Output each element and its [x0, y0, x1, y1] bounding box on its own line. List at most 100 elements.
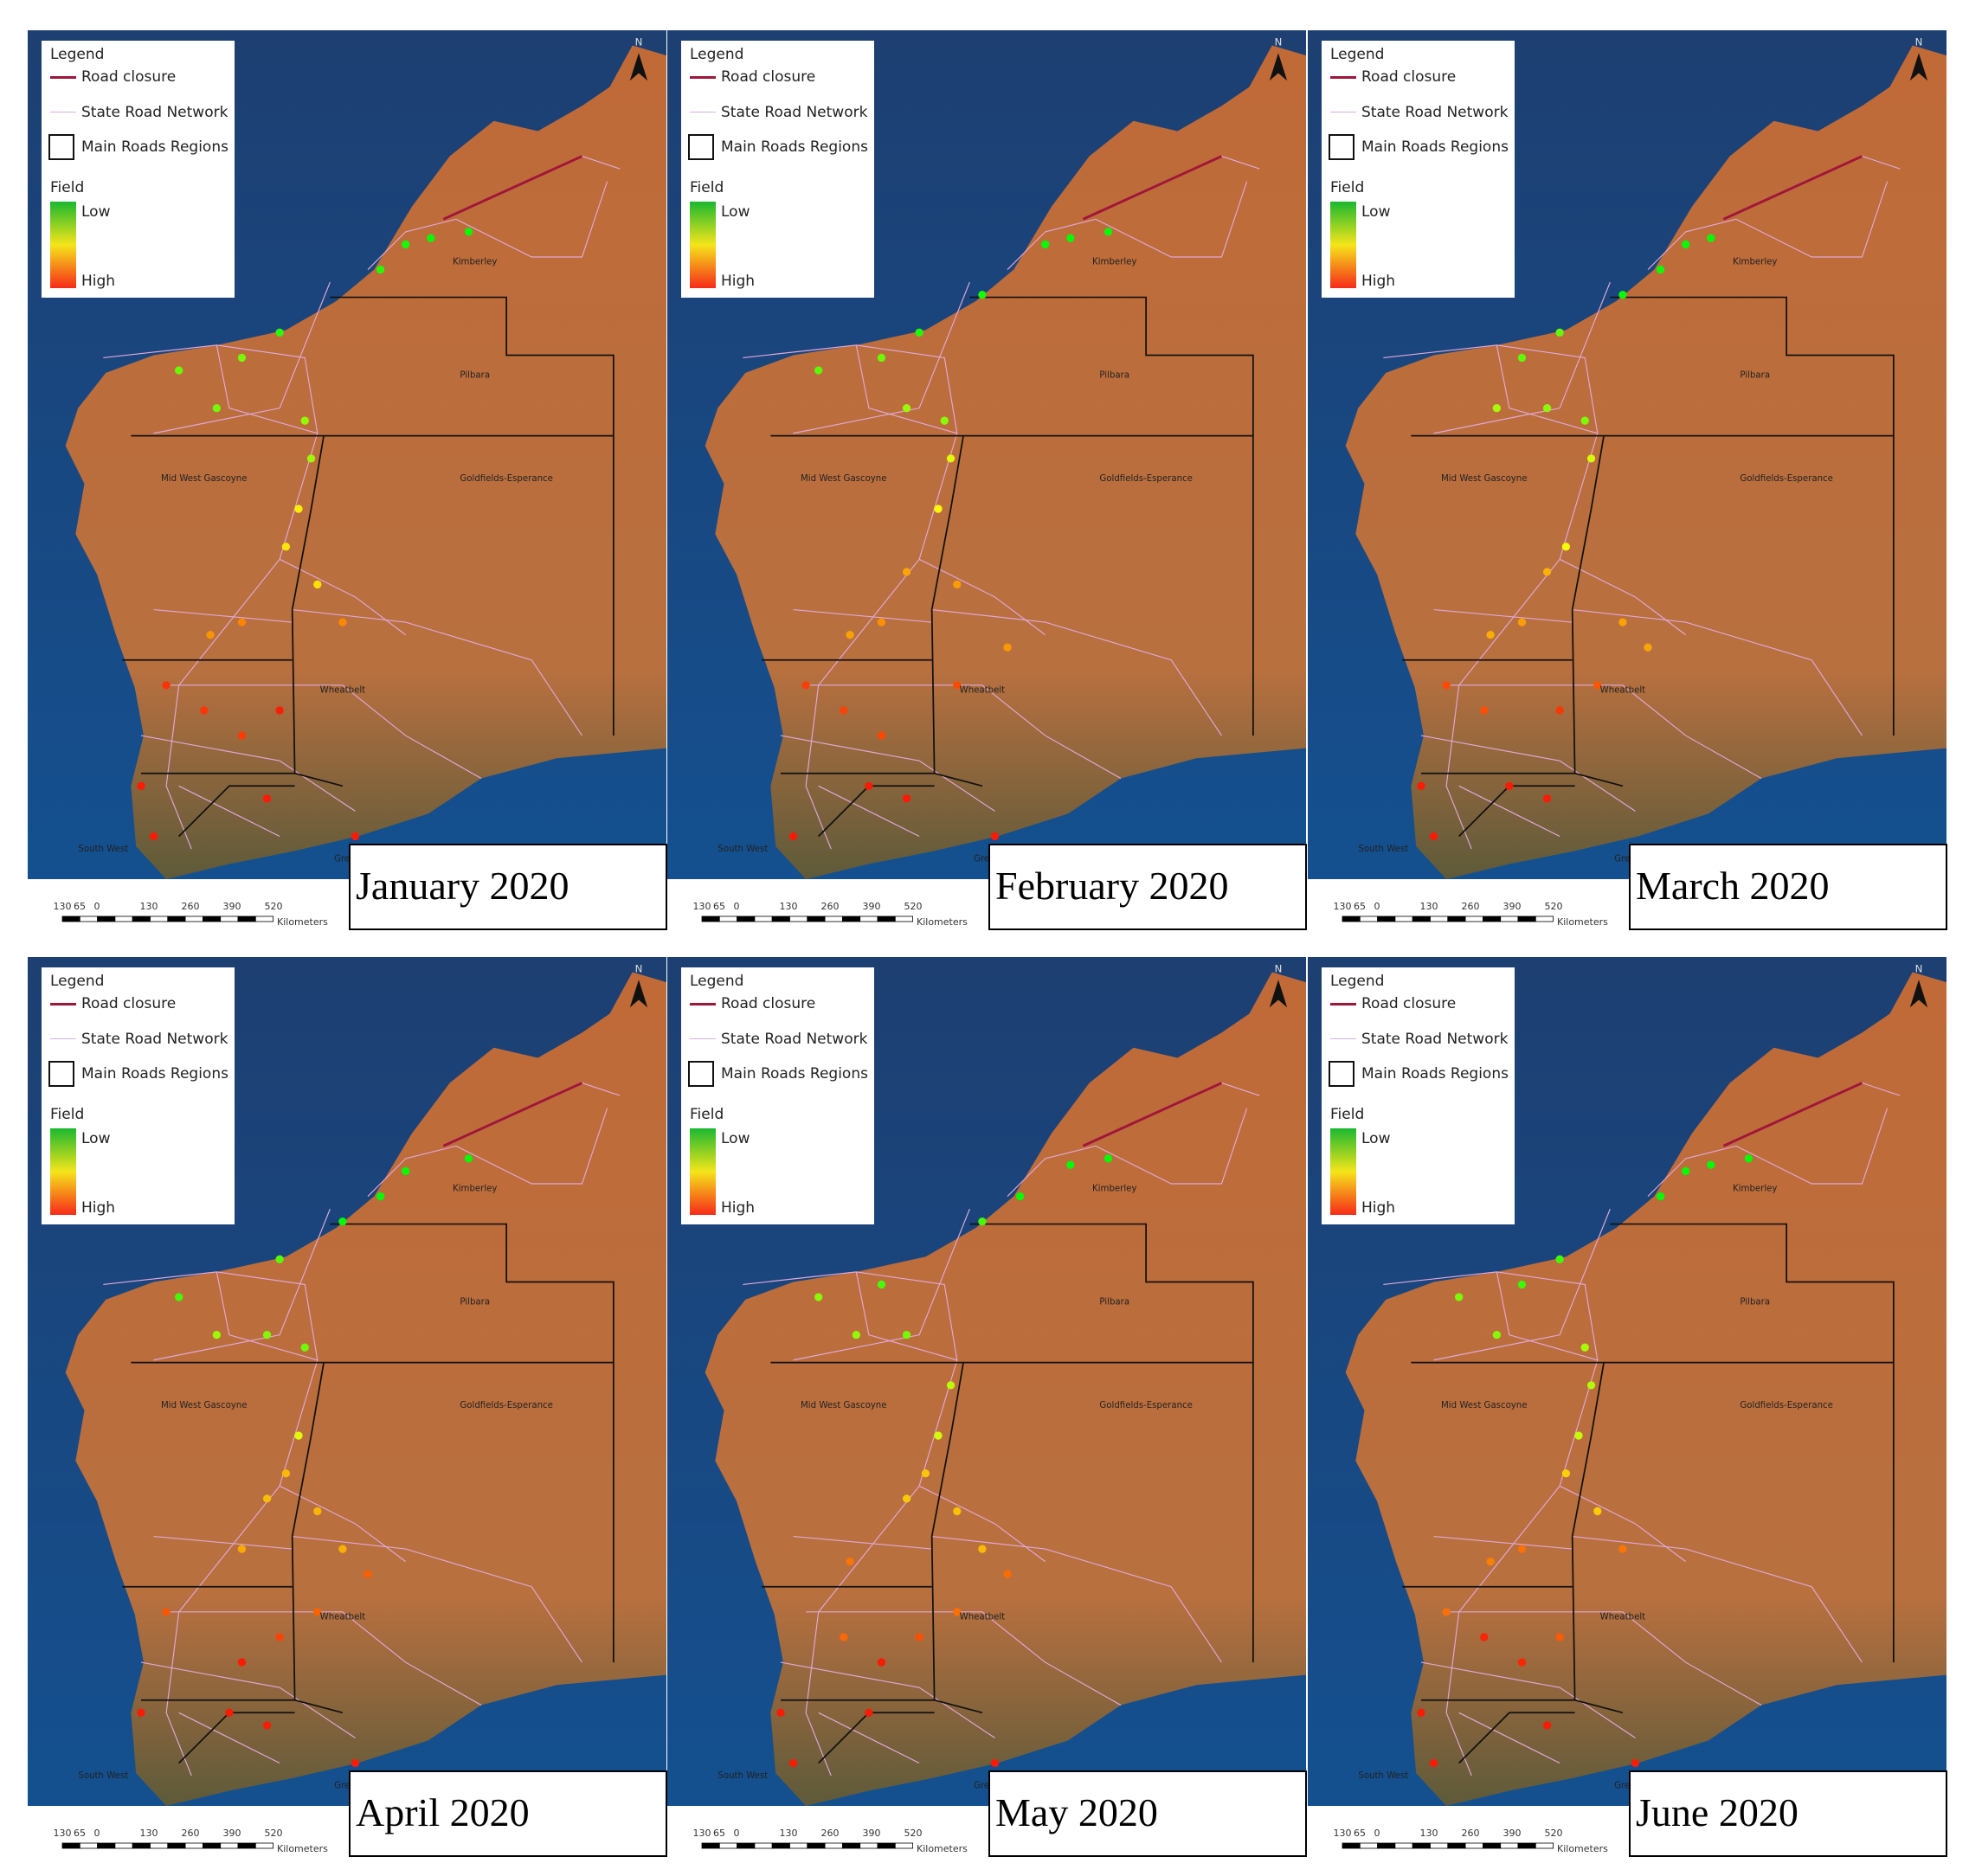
legend-low: Low	[1361, 203, 1391, 221]
region-border	[1610, 1223, 1895, 1663]
road	[279, 1485, 407, 1563]
scale-tick: 130	[780, 1828, 798, 1839]
scale-seg	[807, 1842, 826, 1849]
field-dot	[1066, 234, 1075, 242]
legend-box-region	[1329, 134, 1354, 160]
scale-unit: Kilometers	[1557, 1843, 1608, 1854]
road-closure	[1722, 1082, 1863, 1147]
scale-seg	[150, 1842, 169, 1849]
scale-tick: 260	[1462, 901, 1480, 912]
region-border	[330, 1223, 615, 1663]
road-closure	[442, 155, 583, 221]
region-label: South West	[1358, 845, 1408, 854]
month-label: April 2020	[349, 1770, 667, 1857]
field-dot	[1586, 1381, 1596, 1390]
region-label: Kimberley	[1733, 1185, 1777, 1194]
field-dot	[978, 1545, 987, 1553]
region-border	[178, 785, 295, 838]
road	[1496, 1271, 1598, 1361]
region-border	[1458, 1712, 1575, 1764]
road	[1433, 281, 1611, 434]
panel: Kimberley Pilbara Mid West Gascoyne Goldfie…	[667, 30, 1307, 939]
legend-line-closure	[1330, 76, 1356, 79]
scale-tick: 390	[1503, 1828, 1522, 1839]
scale-seg	[61, 916, 80, 922]
legend: Legend Road closure State Road Network Main…	[681, 967, 874, 1224]
field-dot	[237, 1545, 247, 1553]
legend-item: Main Roads Regions	[81, 1065, 228, 1083]
road	[1572, 1535, 1863, 1663]
legend-high: High	[1361, 273, 1396, 290]
month-label: June 2020	[1629, 1770, 1947, 1857]
month-label: May 2020	[988, 1770, 1307, 1857]
scale-seg	[1447, 1842, 1466, 1849]
field-dot	[915, 1633, 923, 1642]
scale-seg	[1535, 916, 1554, 922]
road-closure	[1082, 155, 1223, 221]
road	[918, 1485, 1046, 1563]
region-label: Mid West Gascoyne	[161, 474, 248, 484]
region-label: Wheatbelt	[960, 1613, 1006, 1622]
field-dot	[402, 1166, 410, 1176]
field-dot	[1517, 353, 1527, 363]
field-dot	[237, 353, 247, 363]
scale-tick: 390	[1503, 901, 1522, 912]
field-dot	[338, 1545, 347, 1553]
field-dot	[1580, 1343, 1589, 1352]
scale-tick: 520	[265, 901, 283, 912]
road	[780, 1661, 995, 1738]
road	[153, 281, 331, 434]
land	[1345, 972, 1946, 1806]
road	[918, 558, 1046, 636]
scale-seg	[1447, 916, 1466, 922]
field-dot	[137, 781, 145, 790]
field-dot	[846, 1557, 854, 1566]
legend-low: Low	[81, 203, 111, 221]
field-dot	[1542, 568, 1552, 576]
scale-seg	[167, 916, 186, 922]
field-dot	[1707, 234, 1715, 242]
field-dot	[1555, 1633, 1564, 1642]
scale-seg	[859, 1842, 878, 1849]
region-label: Wheatbelt	[320, 1613, 366, 1622]
field-dot	[814, 366, 823, 375]
field-dot	[427, 234, 435, 242]
road	[1458, 1712, 1560, 1764]
legend-box-region	[688, 134, 714, 160]
legend-title: Legend	[1330, 46, 1385, 63]
field-dot	[1682, 1166, 1690, 1176]
road	[1458, 785, 1560, 838]
scale-seg	[114, 1842, 133, 1849]
land	[65, 45, 666, 879]
road	[166, 1611, 482, 1706]
road	[1559, 558, 1687, 636]
region-label: Kimberley	[453, 1185, 497, 1194]
field-dot	[1574, 1431, 1583, 1440]
month-label: March 2020	[1629, 844, 1947, 930]
legend-high: High	[721, 273, 756, 290]
scale-seg	[807, 916, 826, 922]
field-dot	[877, 353, 886, 363]
legend-low: Low	[721, 1130, 750, 1147]
road	[818, 1712, 920, 1764]
road	[1433, 1535, 1573, 1550]
field-dot	[1480, 1633, 1489, 1642]
legend-line-road	[50, 1038, 76, 1039]
field-dot	[934, 1431, 943, 1440]
field-dot	[175, 1293, 183, 1301]
field-dot	[175, 366, 183, 375]
legend-field: Field	[50, 179, 85, 196]
region-label: Wheatbelt	[320, 686, 366, 696]
region-label: Mid West Gascoyne	[161, 1401, 248, 1410]
scale-seg	[150, 916, 169, 922]
scale-seg	[754, 916, 773, 922]
scale-tick: 130	[140, 901, 158, 912]
land	[705, 972, 1306, 1806]
field-dot	[237, 1658, 247, 1667]
field-dot	[814, 1293, 823, 1301]
scale-tick: 130	[54, 1828, 72, 1839]
field-dot	[212, 1330, 222, 1340]
field-dot	[306, 454, 316, 463]
land	[705, 45, 1306, 879]
